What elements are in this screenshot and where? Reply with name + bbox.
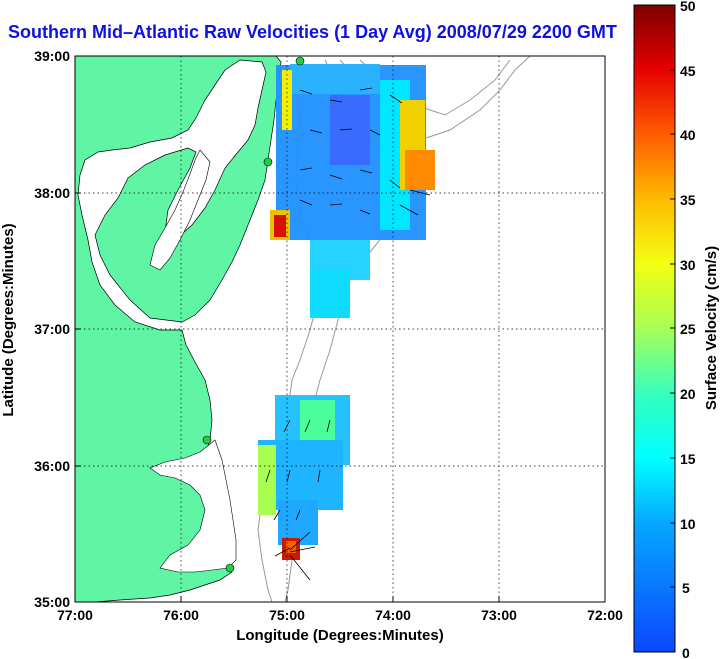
colorbar-tick-label: 45 — [680, 63, 696, 79]
y-tick-label: 36:00 — [34, 458, 70, 474]
colorbar-tick-label: 40 — [680, 127, 696, 143]
x-tick-label: 75:00 — [269, 607, 305, 623]
x-tick-label: 74:00 — [375, 607, 411, 623]
x-tick-label: 77:00 — [57, 607, 93, 623]
colorbar-tick-label: 10 — [680, 516, 696, 532]
colorbar — [633, 4, 676, 653]
y-tick-label: 39:00 — [34, 48, 70, 64]
colorbar-tick-label: 0 — [682, 645, 690, 659]
x-axis-label: Longitude (Degrees:Minutes) — [236, 627, 444, 644]
colorbar-tick-label: 5 — [682, 580, 690, 596]
y-axis-label: Latitude (Degrees:Minutes) — [0, 223, 17, 416]
colorbar-label: Surface Velocity (cm/s) — [703, 246, 720, 410]
axis-ticks — [74, 55, 606, 603]
colorbar-tick-label: 35 — [680, 192, 696, 208]
colorbar-tick-label: 25 — [680, 321, 696, 337]
radar-sites — [202, 56, 305, 573]
pamlico-sound — [149, 439, 237, 573]
velocity-field-south — [258, 395, 350, 560]
chesapeake-bay — [149, 149, 211, 271]
colorbar-tick-label: 20 — [680, 386, 696, 402]
colorbar-tick-label: 50 — [680, 0, 696, 14]
y-tick-label: 38:00 — [34, 185, 70, 201]
y-tick-label: 35:00 — [34, 594, 70, 610]
y-tick-label: 37:00 — [34, 321, 70, 337]
map-title: Southern Mid–Atlantic Raw Velocities (1 … — [8, 22, 617, 42]
gridlines — [75, 56, 605, 602]
x-tick-label: 76:00 — [163, 607, 199, 623]
x-tick-label: 72:00 — [587, 607, 623, 623]
colorbar-tick-label: 15 — [680, 451, 696, 467]
velocity-field-north — [270, 64, 435, 318]
colorbar-tick-label: 30 — [680, 257, 696, 273]
colorbar-ticks — [670, 4, 675, 653]
x-tick-label: 73:00 — [481, 607, 517, 623]
